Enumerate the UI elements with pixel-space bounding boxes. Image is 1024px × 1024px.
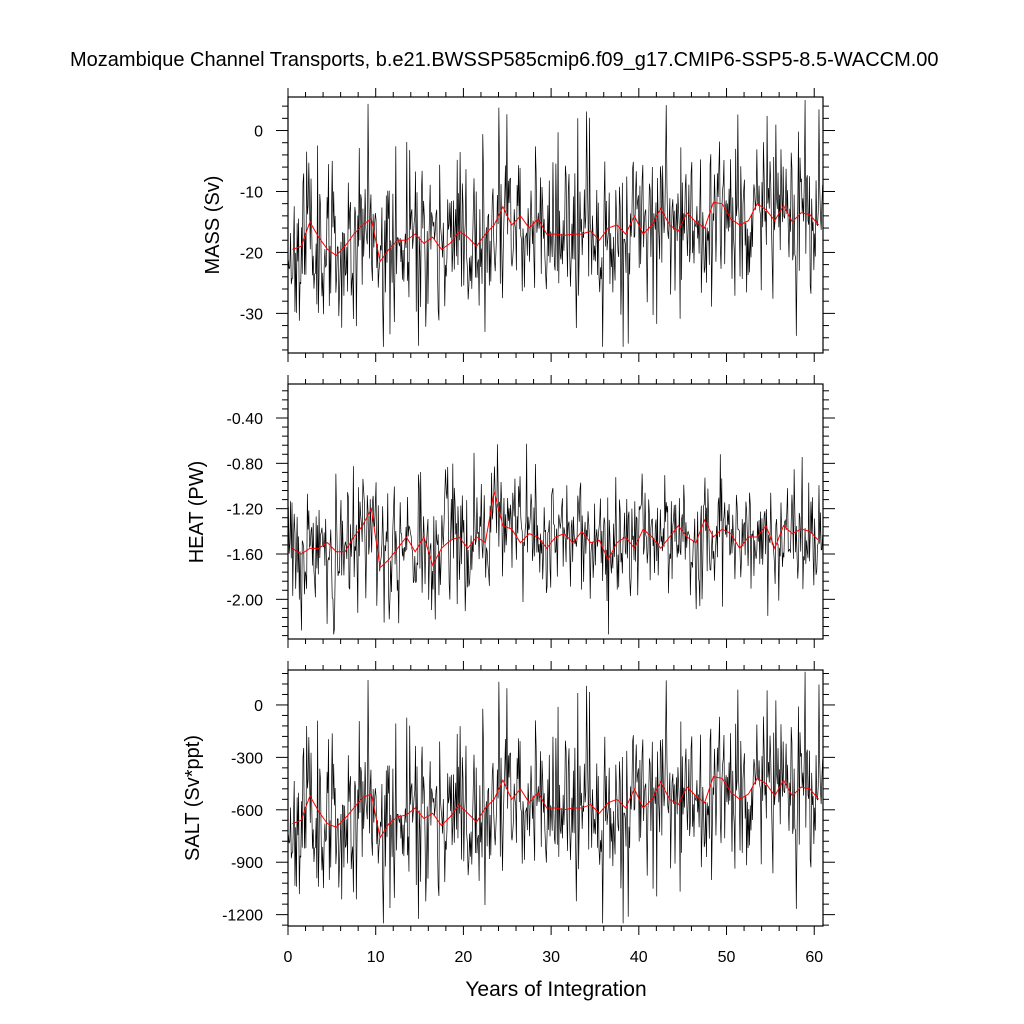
y-ticks (276, 105, 835, 351)
y-tick-label: -1.60 (227, 547, 264, 564)
x-tick-label: 10 (367, 949, 385, 966)
annual-mean-line (292, 201, 819, 263)
panel-salt: SALT (Sv*ppt) 0 -300 -600 -900 -1200 0 10 20 30 4… (182, 661, 835, 966)
y-tick-label: -1.20 (227, 502, 264, 519)
y-tick-label: -600 (231, 803, 263, 820)
y-axis-label: HEAT (PW) (186, 461, 208, 564)
y-tick-label: 0 (254, 124, 263, 141)
annual-mean-line (292, 776, 819, 840)
y-tick-label: -10 (240, 184, 263, 201)
y-tick-label: -20 (240, 245, 263, 262)
monthly-series-line (288, 443, 823, 635)
y-tick-label: -30 (240, 306, 263, 323)
x-ticks (287, 88, 815, 362)
x-tick-label: 50 (718, 949, 736, 966)
y-tick-label: -900 (231, 855, 263, 872)
y-ticks (276, 672, 835, 926)
x-tick-label: 20 (455, 949, 473, 966)
y-axis-label: SALT (Sv*ppt) (182, 735, 204, 861)
panel-heat: HEAT (PW) -0.40 -0.80 -1.20 -1.60 -2.00 (186, 375, 835, 648)
y-ticks (276, 390, 835, 637)
plot-frame (287, 383, 824, 640)
x-ticks (287, 375, 815, 648)
y-tick-label: -300 (231, 750, 263, 767)
x-tick-label: 60 (805, 949, 823, 966)
y-axis-label: MASS (Sv) (202, 176, 224, 275)
y-tick-label: -0.40 (227, 411, 264, 428)
panel-mass: MASS (Sv) 0 -10 -20 -30 (202, 88, 835, 362)
x-tick-label: 0 (284, 949, 293, 966)
y-tick-label: -2.00 (227, 592, 264, 609)
x-axis-label: Years of Integration (465, 978, 646, 1001)
x-tick-label: 30 (542, 949, 560, 966)
annual-mean-line (292, 491, 819, 569)
y-tick-label: 0 (254, 698, 263, 715)
plot-frame (287, 96, 824, 354)
x-ticks (287, 661, 815, 935)
chart-title: Mozambique Channel Transports, b.e21.BWS… (70, 49, 939, 71)
y-tick-label: -1200 (222, 908, 263, 925)
x-tick-label: 40 (630, 949, 648, 966)
plot-frame (287, 669, 824, 927)
y-tick-label: -0.80 (227, 456, 264, 473)
